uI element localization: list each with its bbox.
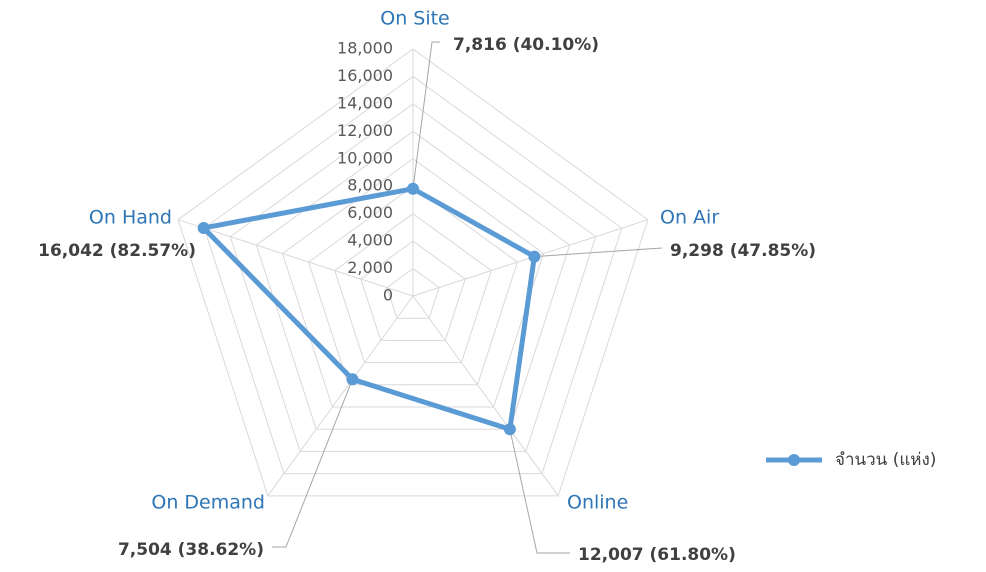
grid-ring <box>386 267 440 319</box>
y-tick-label: 12,000 <box>337 121 393 140</box>
grid-ring <box>229 103 597 452</box>
category-label: On Site <box>380 8 450 30</box>
legend-label: จำนวน (แห่ง) <box>835 450 936 470</box>
y-tick-label: 14,000 <box>337 93 393 112</box>
grid-ring <box>281 158 545 408</box>
y-tick-label: 8,000 <box>347 176 393 195</box>
y-tick-label: 0 <box>383 286 393 305</box>
grid-ring <box>334 213 492 364</box>
grid-ring <box>308 185 518 386</box>
data-label: 7,504 (38.62%) <box>118 540 264 560</box>
y-tick-label: 18,000 <box>337 39 393 58</box>
leader-line <box>272 379 353 548</box>
grid-ring <box>177 48 649 497</box>
point <box>346 373 359 386</box>
data-label: 9,298 (47.85%) <box>670 241 816 261</box>
grid-ring <box>360 240 466 341</box>
y-tick-label: 2,000 <box>347 258 393 277</box>
legend-marker <box>788 454 800 466</box>
category-label: On Demand <box>151 492 265 514</box>
leader-line <box>534 247 663 258</box>
leader-line <box>509 429 570 554</box>
data-label: 7,816 (40.10%) <box>453 35 599 55</box>
category-label: Online <box>567 492 628 514</box>
data-label: 12,007 (61.80%) <box>578 545 736 565</box>
y-tick-label: 16,000 <box>337 66 393 85</box>
grid-ring <box>255 130 571 430</box>
data-label: 16,042 (82.57%) <box>38 241 196 261</box>
series-line <box>201 186 537 432</box>
spoke <box>177 219 414 297</box>
y-tick-label: 4,000 <box>347 231 393 250</box>
point <box>197 221 210 234</box>
y-tick-label: 6,000 <box>347 203 393 222</box>
category-label: On Hand <box>89 207 172 229</box>
category-label: On Air <box>660 207 719 229</box>
point <box>503 423 516 436</box>
point <box>407 182 419 195</box>
spoke <box>412 295 559 497</box>
point <box>528 250 541 263</box>
y-tick-label: 10,000 <box>337 148 393 167</box>
spoke <box>267 295 414 497</box>
leader-line <box>412 41 440 189</box>
grid-ring <box>203 75 623 475</box>
